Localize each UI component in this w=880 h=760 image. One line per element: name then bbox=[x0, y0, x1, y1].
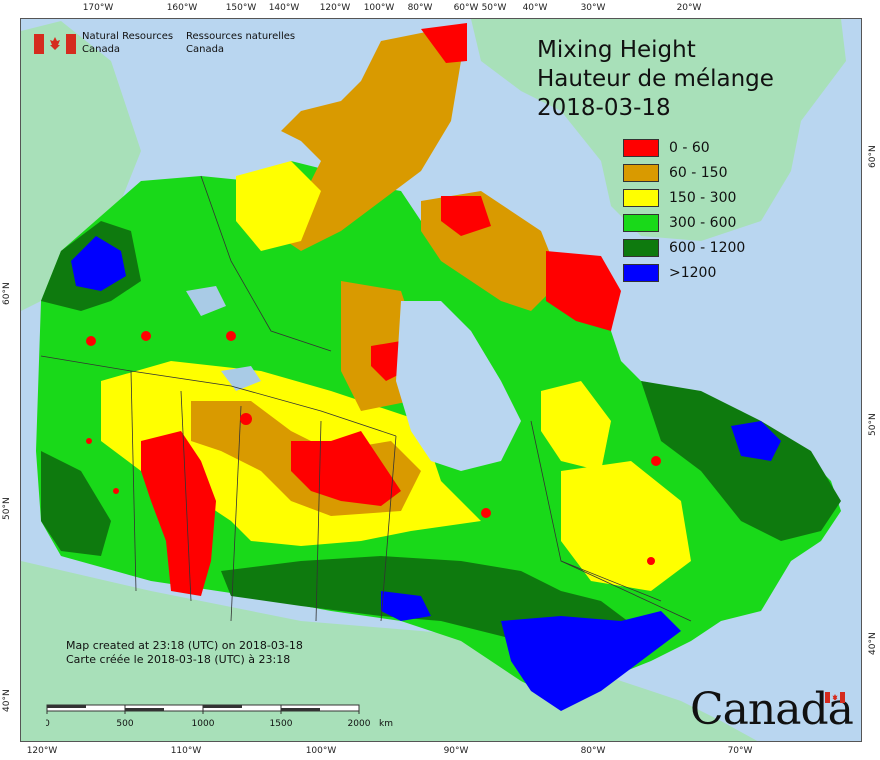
legend-item: 60 - 150 bbox=[623, 160, 745, 185]
longitude-label: 40°W bbox=[522, 3, 548, 13]
latitude-label: 40°N bbox=[868, 632, 878, 655]
legend-item: 150 - 300 bbox=[623, 185, 745, 210]
legend-label: 300 - 600 bbox=[669, 214, 737, 231]
latitude-label: 50°N bbox=[868, 413, 878, 436]
mixing-height-map bbox=[21, 19, 861, 741]
scale-label: 1500 bbox=[270, 719, 293, 729]
latitude-label: 50°N bbox=[2, 497, 12, 520]
longitude-label: 120°W bbox=[319, 3, 351, 13]
longitude-label: 110°W bbox=[170, 746, 202, 756]
legend: 0 - 60 60 - 150 150 - 300 300 - 600 600 … bbox=[623, 135, 745, 285]
legend-label: 0 - 60 bbox=[669, 139, 710, 156]
canada-wordmark: Canada bbox=[690, 684, 854, 735]
legend-swatch bbox=[623, 213, 659, 232]
agency-name-fr: Ressources naturelles Canada bbox=[186, 30, 295, 56]
longitude-label: 150°W bbox=[225, 3, 257, 13]
agency-name-en: Natural Resources Canada bbox=[82, 30, 173, 56]
yellow-quebec bbox=[541, 381, 611, 471]
legend-label: 60 - 150 bbox=[669, 164, 728, 181]
longitude-label: 20°W bbox=[676, 3, 702, 13]
longitude-label: 170°W bbox=[82, 3, 114, 13]
wordmark-flag-icon bbox=[825, 692, 845, 703]
legend-swatch bbox=[623, 238, 659, 257]
agency-name-en-line1: Natural Resources bbox=[82, 31, 174, 42]
longitude-label: 70°W bbox=[727, 746, 753, 756]
longitude-label: 100°W bbox=[305, 746, 337, 756]
longitude-label: 160°W bbox=[166, 3, 198, 13]
latitude-label: 40°N bbox=[2, 689, 12, 712]
legend-swatch bbox=[623, 263, 659, 282]
scale-label: 500 bbox=[116, 719, 133, 729]
scale-unit: km bbox=[379, 719, 393, 729]
scale-label: 2000 bbox=[348, 719, 371, 729]
map-panel[interactable] bbox=[20, 18, 862, 742]
legend-label: >1200 bbox=[669, 264, 717, 281]
canada-flag-icon bbox=[34, 34, 76, 54]
scale-bar: 0 500 1000 1500 2000 km bbox=[44, 704, 406, 736]
longitude-label: 30°W bbox=[580, 3, 606, 13]
hotspots bbox=[86, 331, 661, 565]
map-credits: Map created at 23:18 (UTC) on 2018-03-18… bbox=[66, 639, 303, 667]
legend-item: 300 - 600 bbox=[623, 210, 745, 235]
scale-label: 1000 bbox=[192, 719, 215, 729]
scale-bar-graphic: 0 500 1000 1500 2000 km bbox=[44, 704, 393, 729]
hudson-bay bbox=[396, 301, 521, 471]
legend-label: 150 - 300 bbox=[669, 189, 737, 206]
alaska bbox=[21, 21, 141, 311]
ellesmere-red bbox=[421, 23, 467, 63]
arctic-red-2 bbox=[441, 196, 491, 236]
latitude-label: 60°N bbox=[868, 145, 878, 168]
dark-green-west-coast bbox=[41, 451, 111, 556]
legend-swatch bbox=[623, 138, 659, 157]
great-slave-lake bbox=[221, 366, 261, 391]
longitude-label: 80°W bbox=[580, 746, 606, 756]
title-en: Mixing Height bbox=[537, 37, 696, 63]
legend-label: 600 - 1200 bbox=[669, 239, 746, 256]
credit-fr: Carte créée le 2018-03-18 (UTC) à 23:18 bbox=[66, 653, 291, 666]
blue-gaspe bbox=[731, 421, 781, 461]
longitude-label: 80°W bbox=[407, 3, 433, 13]
blue-yukon bbox=[71, 236, 126, 291]
map-date: 2018-03-18 bbox=[537, 95, 671, 121]
yellow-labrador bbox=[561, 461, 691, 591]
legend-item: 0 - 60 bbox=[623, 135, 745, 160]
yellow-north bbox=[236, 161, 321, 251]
longitude-label: 140°W bbox=[268, 3, 300, 13]
blue-ontario-quebec bbox=[501, 611, 681, 711]
legend-swatch bbox=[623, 163, 659, 182]
title-fr: Hauteur de mélange bbox=[537, 66, 774, 92]
red-rockies bbox=[141, 431, 216, 596]
provincial-boundaries bbox=[40, 175, 692, 622]
scale-label: 0 bbox=[46, 719, 50, 729]
longitude-label: 90°W bbox=[443, 746, 469, 756]
great-bear-lake bbox=[186, 286, 226, 316]
longitude-label: 100°W bbox=[363, 3, 395, 13]
red-saskatchewan bbox=[291, 431, 401, 506]
agency-name-fr-line1: Ressources naturelles bbox=[186, 31, 296, 42]
map-title-block: Mixing Height Hauteur de mélange 2018-03… bbox=[537, 36, 774, 123]
legend-swatch bbox=[623, 188, 659, 207]
legend-item: >1200 bbox=[623, 260, 745, 285]
longitude-label: 60°W bbox=[453, 3, 479, 13]
longitude-label: 50°W bbox=[481, 3, 507, 13]
dark-green-east bbox=[641, 381, 841, 541]
baffin-red bbox=[546, 251, 621, 331]
longitude-label: 120°W bbox=[26, 746, 58, 756]
latitude-label: 60°N bbox=[2, 282, 12, 305]
greenland bbox=[471, 19, 846, 241]
agency-name-fr-line2: Canada bbox=[186, 44, 225, 55]
agency-name-en-line2: Canada bbox=[82, 44, 121, 55]
legend-item: 600 - 1200 bbox=[623, 235, 745, 260]
blue-lake-superior bbox=[381, 591, 431, 621]
credit-en: Map created at 23:18 (UTC) on 2018-03-18 bbox=[66, 639, 303, 652]
